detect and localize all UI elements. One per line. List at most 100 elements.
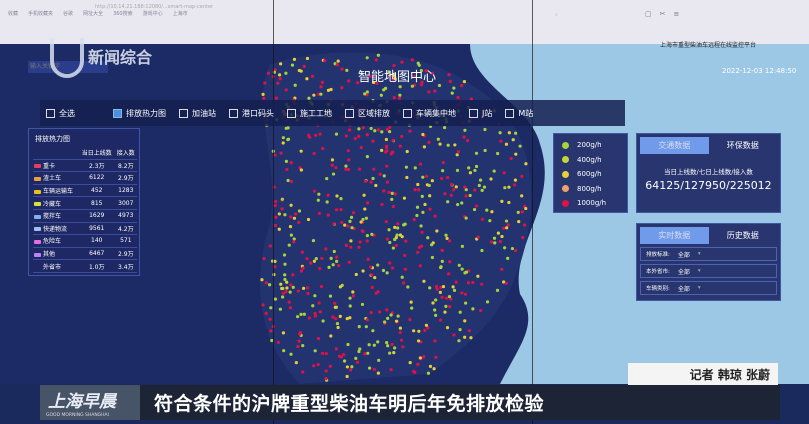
heat-dot (338, 314, 342, 318)
heat-dot (262, 257, 266, 261)
heat-dot (448, 260, 452, 264)
heat-dot (365, 201, 370, 205)
heat-dot (454, 280, 458, 284)
heat-dot (296, 289, 300, 293)
checkbox-icon[interactable] (229, 108, 238, 118)
checkbox-icon[interactable] (287, 108, 296, 118)
heat-dot (324, 247, 328, 251)
heat-dot (439, 318, 443, 322)
layer-checkbox[interactable]: J站 (469, 108, 492, 119)
heat-dot (412, 329, 416, 333)
checkbox-icon[interactable] (113, 108, 122, 118)
heat-dot (503, 246, 507, 250)
legend-item: 600g/h (562, 167, 619, 182)
heat-dot (361, 269, 365, 273)
bookmark[interactable]: 游戏中心 (142, 11, 163, 17)
heat-dot (357, 127, 361, 131)
checkbox-icon[interactable] (469, 108, 478, 118)
heat-dot (312, 259, 316, 263)
bookmark[interactable]: 谷歌 (63, 11, 74, 17)
heat-map[interactable] (0, 44, 809, 384)
checkbox-icon[interactable] (505, 108, 515, 118)
layer-checkbox[interactable]: M站 (505, 108, 533, 119)
heat-dot (284, 126, 288, 130)
menu-icon[interactable]: ≡ (673, 10, 680, 18)
heat-dot (345, 316, 349, 321)
filter-value[interactable]: 全部 (677, 285, 690, 293)
heat-dot (460, 267, 464, 271)
filter-select[interactable]: 排放标准: 全部 ▾ (640, 247, 777, 261)
filter-select[interactable]: 车辆类别: 全部 ▾ (640, 281, 777, 295)
heat-dot (382, 189, 386, 193)
filter-value[interactable]: 全部 (677, 268, 690, 276)
heat-dot (441, 169, 445, 173)
filter-value[interactable]: 全部 (677, 251, 690, 259)
heat-dot (422, 145, 426, 149)
bookmark[interactable]: 360搜索 (113, 11, 133, 17)
heat-dot (421, 132, 425, 137)
heat-dot (507, 200, 511, 205)
checkbox-icon[interactable] (179, 108, 188, 118)
layer-toggle-bar: 全选 排放热力图 加油站 港口码头 施工工地 区域排放 车辆集中地 J站 M站 (40, 100, 625, 126)
layer-checkbox[interactable]: 区域排放 (345, 108, 390, 119)
heat-dot (365, 234, 369, 238)
legend-dot-icon (562, 199, 569, 207)
heat-dot (449, 182, 454, 187)
tab-env-data[interactable]: 环保数据 (726, 141, 759, 150)
window-icon[interactable]: ▢ (645, 10, 652, 18)
checkbox-icon[interactable] (46, 108, 55, 118)
heat-dot (391, 138, 395, 142)
heat-dot (467, 166, 471, 170)
heat-dot (427, 140, 431, 145)
cut-icon[interactable]: ✂ (659, 10, 666, 18)
heat-dot (371, 329, 375, 333)
bookmark[interactable]: 手机收藏夹 (28, 11, 54, 17)
heat-dot (370, 232, 374, 236)
heat-dot (326, 213, 330, 217)
heat-dot (283, 213, 287, 217)
heat-dot (480, 217, 485, 221)
heat-dot (317, 192, 321, 196)
layer-checkbox[interactable]: 车辆集中地 (403, 108, 456, 119)
heat-dot (335, 194, 339, 198)
layer-checkbox[interactable]: 加油站 (179, 108, 216, 119)
heat-dot (430, 243, 434, 247)
heat-dot (349, 215, 354, 219)
heat-dot (321, 319, 325, 323)
heat-dot (262, 96, 266, 100)
checkbox-icon[interactable] (403, 108, 412, 118)
heat-dot (320, 351, 325, 355)
layer-checkbox[interactable]: 排放热力图 (113, 108, 166, 119)
access-count: 4.2万 (114, 222, 137, 236)
heat-dot (417, 329, 421, 333)
bookmark[interactable]: 网址大全 (83, 11, 104, 17)
layer-checkbox[interactable]: 港口码头 (229, 108, 274, 119)
access-count: 3007 (114, 196, 137, 210)
heat-dot (398, 93, 402, 97)
heat-dot (420, 230, 424, 234)
filter-select[interactable]: 本外省市: 全部 ▾ (640, 264, 777, 278)
heat-dot (387, 129, 392, 134)
legend-item: 1000g/h (562, 196, 619, 211)
tab-traffic-data[interactable]: 交通数据 (640, 137, 709, 154)
layer-checkbox[interactable]: 全选 (46, 108, 75, 119)
tab-history[interactable]: 历史数据 (726, 231, 759, 240)
heat-dot (375, 81, 379, 85)
url-bar[interactable]: http://10.14.21.188:12080/...smart-map-c… (95, 4, 214, 10)
heat-dot (464, 188, 468, 192)
heat-dot (346, 167, 351, 172)
layer-checkbox[interactable]: 施工工地 (287, 108, 332, 119)
heat-dot (354, 272, 358, 277)
browser-search[interactable]: ⌕ (555, 12, 558, 18)
heat-dot (297, 220, 301, 224)
tab-realtime[interactable]: 实时数据 (640, 227, 709, 244)
heat-dot (260, 278, 264, 282)
bookmark[interactable]: 收藏 (8, 11, 19, 17)
heat-dot (496, 231, 500, 235)
checkbox-icon[interactable] (345, 108, 354, 118)
heat-dot (514, 248, 518, 253)
heat-dot (447, 304, 452, 309)
heat-dot (328, 294, 333, 298)
bookmark[interactable]: 上海市 (172, 11, 188, 17)
heat-dot (460, 244, 464, 248)
